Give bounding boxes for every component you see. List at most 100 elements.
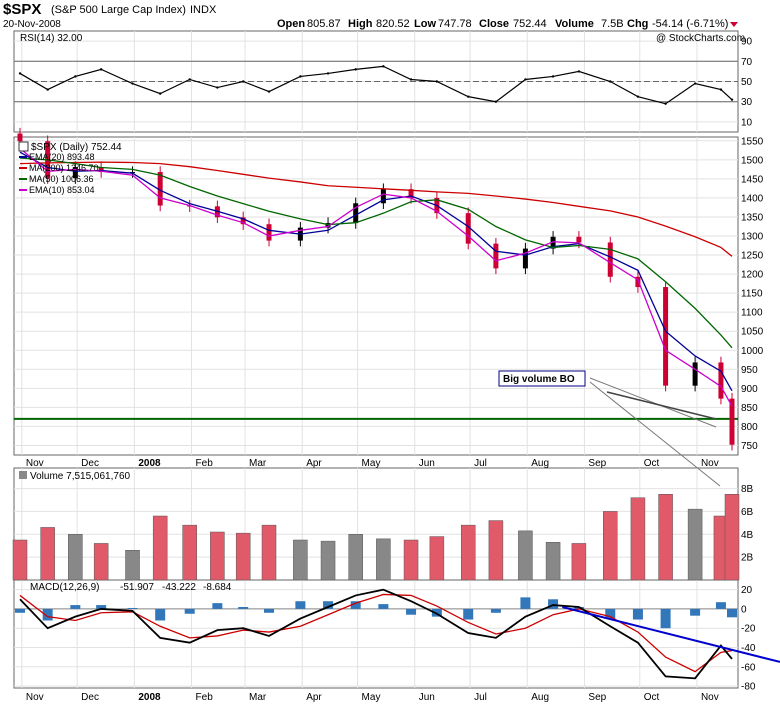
quote-low-label: Low: [414, 18, 436, 30]
price-legend-swatch: [18, 141, 29, 152]
macd-histogram-bar: [15, 608, 25, 613]
price-y-tick-label: 1100: [741, 308, 763, 319]
candle-body: [635, 276, 641, 288]
candle-body: [17, 133, 23, 142]
macd-legend-name: MACD(12,26,9): [30, 582, 99, 593]
volume-bar: [630, 497, 646, 581]
quote-volume-label: Volume: [555, 18, 594, 30]
candle-body: [72, 167, 78, 179]
x-tick-label: Sep: [588, 692, 606, 703]
macd-y-tick-label: -80: [741, 682, 756, 693]
macd-histogram-bar: [238, 607, 249, 609]
x-tick-label: May: [362, 692, 381, 703]
x-tick-label: Mar: [249, 692, 267, 703]
macd-histogram-bar: [548, 599, 559, 609]
rsi-point: [382, 65, 385, 68]
quote-low: 747.78: [438, 18, 472, 30]
rsi-point: [719, 88, 723, 91]
rsi-point: [241, 80, 245, 83]
price-y-tick-label: 850: [741, 403, 758, 414]
ema10-line: [19, 147, 733, 407]
macd-legend-macd: -51.907: [120, 582, 154, 593]
macd-legend: MACD(12,26,9) -51.907 -43.222 -8.684: [30, 582, 232, 593]
x-tick-label: Nov: [26, 692, 44, 703]
rsi-point: [494, 100, 498, 103]
macd-legend-signal: -43.222: [162, 582, 196, 593]
macd-histogram-bar: [350, 601, 361, 609]
x-tick-label: Jul: [474, 692, 487, 703]
volume-bar: [261, 524, 277, 581]
volume-bar: [376, 538, 391, 581]
price-y-tick-label: 1250: [741, 251, 764, 262]
candle-body: [465, 213, 471, 244]
rsi-y-tick-label: 90: [741, 37, 753, 48]
volume-bar: [40, 527, 55, 581]
macd-histogram-bar: [632, 608, 643, 620]
rsi-point: [467, 95, 470, 98]
volume-legend-swatch: [19, 471, 27, 479]
quote-close: 752.44: [513, 18, 547, 30]
macd-histogram-bar: [212, 603, 223, 609]
rsi-point: [551, 75, 555, 78]
price-y-tick-label: 1400: [741, 193, 764, 204]
x-tick-label: Jun: [419, 458, 435, 469]
price-y-tick-label: 800: [741, 422, 758, 433]
x-tick-label: Jun: [419, 692, 435, 703]
candle-body: [493, 243, 499, 269]
candle-body: [380, 189, 386, 204]
price-y-tick-label: 1300: [741, 232, 764, 243]
x-tick-label: Oct: [644, 692, 660, 703]
macd-histogram-bar: [378, 604, 389, 609]
candle-body: [729, 398, 735, 445]
rsi-point: [664, 102, 667, 105]
x-tick-label: Aug: [531, 458, 549, 469]
x-tick-label: Apr: [306, 458, 322, 469]
volume-bar: [518, 530, 533, 581]
down-arrow-icon: [730, 22, 738, 27]
price-y-tick-label: 900: [741, 384, 758, 395]
macd-histogram-bar: [605, 608, 616, 619]
macd-histogram-bar: [184, 608, 195, 614]
volume-bar: [235, 532, 251, 581]
macd-histogram-bar: [155, 608, 166, 621]
volume-bar: [687, 508, 703, 581]
candle-body: [718, 362, 724, 399]
quote-volume: 7.5B: [601, 18, 624, 30]
macd-y-tick-label: -60: [741, 662, 756, 673]
x-tick-label: Nov: [701, 692, 719, 703]
macd-histogram-bar: [520, 597, 531, 609]
candle-body: [408, 189, 414, 198]
candle-body: [522, 248, 528, 269]
volume-bar: [348, 534, 363, 581]
rsi-point: [524, 78, 527, 81]
macd-histogram-bar: [70, 605, 81, 609]
volume-bar: [293, 539, 308, 581]
candle-body: [353, 203, 359, 224]
volume-bar: [658, 494, 673, 581]
ma200-line: [19, 161, 733, 257]
volume-y-tick-label: 8B: [741, 484, 754, 495]
price-y-tick-label: 1050: [741, 327, 764, 338]
x-tick-label: 2008: [138, 458, 161, 469]
macd-trendline: [562, 606, 780, 663]
rsi-point: [18, 72, 22, 75]
rsi-point: [326, 72, 330, 75]
watermark-text: @ StockCharts.com: [656, 33, 745, 44]
x-tick-label: May: [362, 458, 381, 469]
macd-legend-hist: -8.684: [203, 582, 232, 593]
quote-high-label: High: [348, 18, 373, 30]
legend-ema10: EMA(10) 853.04: [29, 185, 95, 195]
volume-bar: [545, 542, 561, 581]
quote-open: 805.87: [307, 18, 341, 30]
volume-bar: [403, 539, 419, 581]
price-y-tick-label: 1000: [741, 346, 764, 357]
price-y-tick-label: 1450: [741, 174, 764, 185]
x-tick-label: Aug: [531, 692, 549, 703]
rsi-point: [188, 78, 191, 81]
quote-close-label: Close: [479, 18, 509, 30]
volume-bar: [724, 494, 740, 581]
macd-histogram-bar: [690, 608, 701, 616]
rsi-y-tick-label: 10: [741, 117, 753, 128]
rsi-y-tick-label: 30: [741, 97, 753, 108]
